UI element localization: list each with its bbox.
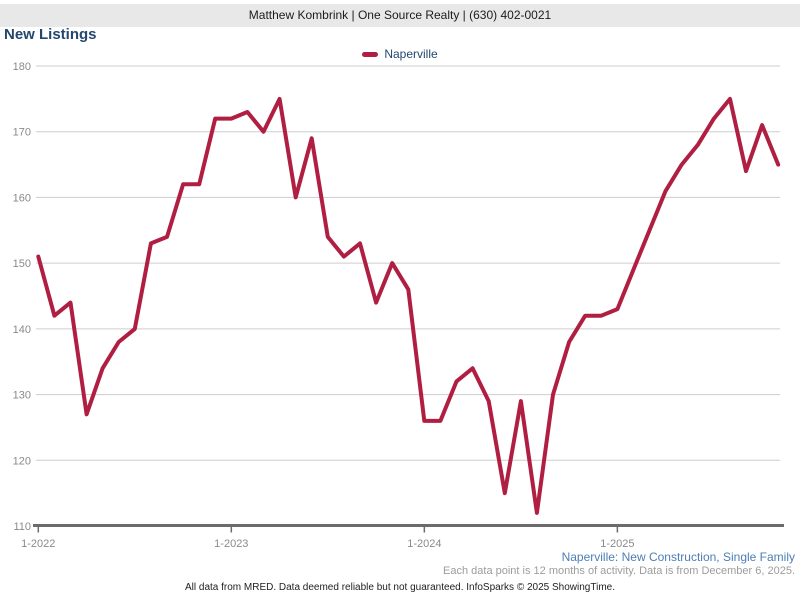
- disclaimer-text: All data from MRED. Data deemed reliable…: [184, 582, 615, 593]
- y-axis-label: 120: [13, 455, 31, 467]
- page-title: New Listings: [4, 26, 97, 43]
- criteria-link[interactable]: Naperville: New Construction, Single Fam…: [561, 550, 795, 564]
- y-axis-label: 180: [13, 61, 31, 73]
- legend-swatch-naperville: [362, 51, 379, 57]
- agent-info-bar: Matthew Kombrink | One Source Realty | (…: [0, 4, 800, 27]
- y-axis-label: 110: [13, 521, 31, 533]
- y-axis-label: 160: [13, 192, 31, 204]
- data-note: Each data point is 12 months of activity…: [443, 565, 795, 577]
- legend-label-naperville: Naperville: [384, 47, 438, 61]
- x-axis-label: 1-2025: [600, 538, 634, 550]
- legend: Naperville: [0, 47, 800, 61]
- y-axis-label: 150: [13, 258, 31, 270]
- y-axis-label: 170: [13, 127, 31, 139]
- x-axis-label: 1-2023: [214, 538, 248, 550]
- x-axis-label: 1-2024: [407, 538, 441, 550]
- x-axis-label: 1-2022: [21, 538, 55, 550]
- naperville-line-series: [36, 96, 781, 515]
- y-axis-label: 140: [13, 324, 31, 336]
- y-axis-label: 130: [13, 390, 31, 402]
